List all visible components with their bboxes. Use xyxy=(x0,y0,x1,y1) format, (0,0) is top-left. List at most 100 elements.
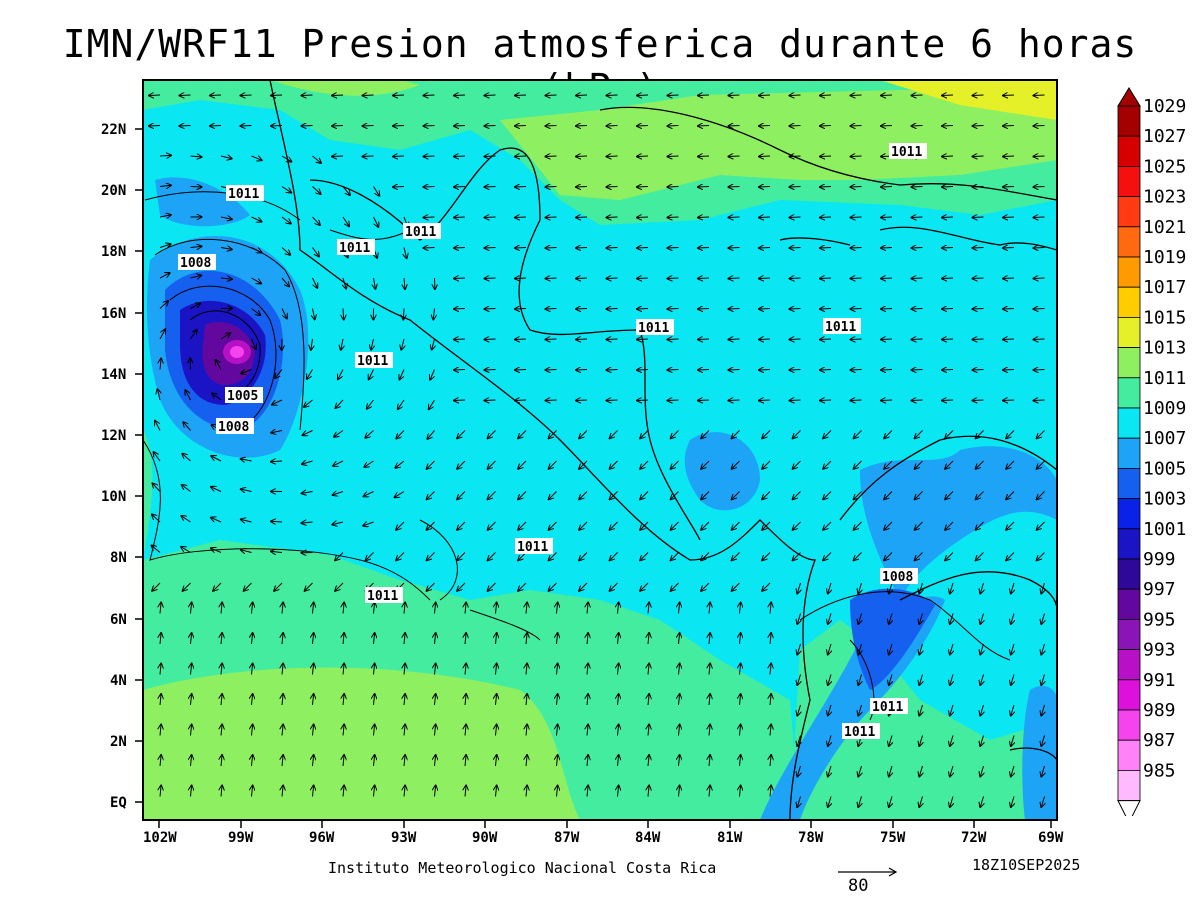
wind-vector xyxy=(546,126,557,127)
wind-vector xyxy=(271,126,283,127)
wind-vector xyxy=(241,126,252,127)
wind-vector xyxy=(160,694,161,706)
wind-vector xyxy=(637,156,649,157)
wind-vector xyxy=(579,460,588,469)
wind-vector xyxy=(607,400,618,401)
wind-vector xyxy=(1003,309,1015,310)
wind-vector xyxy=(701,521,710,530)
wind-vector xyxy=(241,370,252,374)
wind-vector xyxy=(341,338,343,350)
wind-vector xyxy=(576,400,588,401)
wind-vector xyxy=(365,430,374,438)
wind-vector xyxy=(454,339,466,340)
wind-vector xyxy=(942,95,954,96)
wind-vector xyxy=(576,126,588,127)
wind-vector xyxy=(427,491,435,500)
wind-vector xyxy=(854,430,862,439)
wind-vector xyxy=(160,633,161,645)
wind-vector xyxy=(1041,674,1044,686)
wind-vector xyxy=(858,674,861,686)
wind-vector xyxy=(912,400,923,401)
wind-vector xyxy=(546,217,557,218)
wind-vector xyxy=(679,603,680,614)
wind-vector xyxy=(790,217,801,218)
wind-vector xyxy=(587,603,588,614)
wind-vector xyxy=(790,156,801,157)
wind-vector xyxy=(1003,95,1015,96)
wind-vector xyxy=(485,95,496,96)
wind-vector xyxy=(160,359,161,370)
wind-vector xyxy=(557,725,558,736)
wind-vector xyxy=(729,370,740,371)
wind-vector xyxy=(709,664,710,675)
wind-vector xyxy=(759,278,771,279)
wind-vector xyxy=(820,278,832,279)
wind-vector xyxy=(915,460,923,469)
wind-vector xyxy=(159,244,171,247)
colorbar-label: 1023 xyxy=(1143,187,1186,208)
wind-vector xyxy=(302,95,313,96)
wind-vector xyxy=(251,156,262,160)
colorbar-label: 995 xyxy=(1143,609,1176,630)
wind-vector xyxy=(976,521,984,530)
wind-vector xyxy=(828,735,831,747)
wind-vector xyxy=(668,278,679,279)
wind-vector xyxy=(919,643,922,655)
wind-vector xyxy=(518,491,527,500)
colorbar-box xyxy=(1117,467,1141,499)
wind-vector xyxy=(698,248,710,249)
wind-vector xyxy=(374,755,375,767)
wind-vector xyxy=(980,704,983,716)
wind-vector xyxy=(820,126,832,127)
colorbar-boxes xyxy=(1117,87,1141,816)
wind-vector xyxy=(820,339,832,340)
wind-vector xyxy=(1011,643,1014,655)
wind-vector xyxy=(671,491,679,500)
lat-label: 8N xyxy=(110,550,127,566)
wind-vector xyxy=(454,370,466,371)
wind-vector xyxy=(343,786,344,797)
wind-vector xyxy=(797,704,800,716)
wind-vector xyxy=(950,765,953,777)
wind-vector xyxy=(515,126,527,127)
wind-vector xyxy=(1034,339,1045,340)
wind-vector xyxy=(950,643,953,655)
wind-vector xyxy=(433,308,434,320)
wind-vector xyxy=(973,95,984,96)
wind-vector xyxy=(740,725,741,736)
wind-vector xyxy=(912,278,923,279)
wind-vector xyxy=(701,430,710,439)
wind-vector xyxy=(251,338,256,349)
wind-vector xyxy=(404,603,405,614)
wind-vector xyxy=(851,339,862,340)
wind-vector xyxy=(271,461,283,462)
wind-vector xyxy=(159,155,171,156)
wind-vector xyxy=(307,369,313,379)
wind-vector xyxy=(332,126,344,127)
wind-vector xyxy=(216,360,222,370)
wind-vector xyxy=(820,187,832,188)
wind-vector xyxy=(244,582,252,591)
wind-vector xyxy=(770,633,771,645)
wind-vector xyxy=(851,156,862,157)
wind-vector xyxy=(790,126,801,127)
colorbar-label: 987 xyxy=(1143,730,1176,751)
contour-label: 1005 xyxy=(227,389,258,404)
wind-vector xyxy=(942,248,954,249)
wind-vector xyxy=(668,339,679,340)
wind-vector xyxy=(973,187,984,188)
wind-vector xyxy=(401,338,404,350)
wind-vector xyxy=(160,664,161,675)
wind-vector xyxy=(587,664,588,675)
wind-vector xyxy=(485,278,496,279)
wind-vector xyxy=(915,491,923,500)
wind-vector xyxy=(210,95,222,96)
wind-vector xyxy=(759,370,771,371)
wind-vector xyxy=(607,278,618,279)
wind-vector xyxy=(912,187,923,188)
wind-vector xyxy=(343,664,344,675)
wind-vector xyxy=(430,369,435,380)
wind-vector xyxy=(1034,309,1045,310)
wind-vector xyxy=(221,725,222,736)
wind-vector xyxy=(343,308,344,320)
